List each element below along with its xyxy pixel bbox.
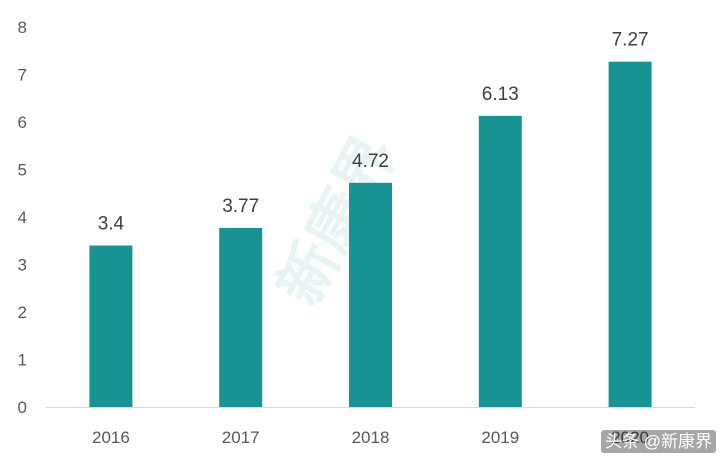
y-tick-label: 8 xyxy=(18,18,27,37)
data-label: 6.13 xyxy=(482,84,519,105)
y-tick-label: 1 xyxy=(18,351,27,370)
data-label: 3.4 xyxy=(98,214,125,235)
y-tick-label: 0 xyxy=(18,398,27,417)
data-label: 3.77 xyxy=(222,196,259,217)
credit-text: 头条 @新康界 xyxy=(605,432,712,451)
bar-2016 xyxy=(89,245,133,407)
x-tick-label: 2020 xyxy=(611,428,649,447)
y-tick-label: 5 xyxy=(18,161,27,180)
x-tick-label: 2018 xyxy=(352,428,390,447)
y-tick-label: 7 xyxy=(18,66,27,85)
y-tick-label: 2 xyxy=(18,303,27,322)
y-tick-label: 3 xyxy=(18,256,27,275)
y-axis: 0 1 2 3 4 5 6 7 8 xyxy=(18,18,27,417)
data-label: 4.72 xyxy=(352,151,389,172)
credit: 头条 @新康界 xyxy=(601,430,716,453)
data-label: 7.27 xyxy=(612,30,649,51)
bar-2018 xyxy=(349,182,392,407)
data-labels: 3.4 3.77 4.72 6.13 7.27 xyxy=(98,30,649,235)
y-tick-label: 6 xyxy=(18,113,27,132)
bar-2020 xyxy=(608,61,652,408)
credit-backdrop xyxy=(601,430,716,453)
x-tick-label: 2019 xyxy=(481,428,519,447)
x-axis: 2016 2017 2018 2019 2020 xyxy=(92,428,649,447)
bar-2017 xyxy=(219,227,263,407)
bars xyxy=(89,61,652,408)
y-tick-label: 4 xyxy=(18,208,27,227)
x-tick-label: 2017 xyxy=(222,428,260,447)
bar-2019 xyxy=(478,115,522,407)
x-tick-label: 2016 xyxy=(92,428,130,447)
